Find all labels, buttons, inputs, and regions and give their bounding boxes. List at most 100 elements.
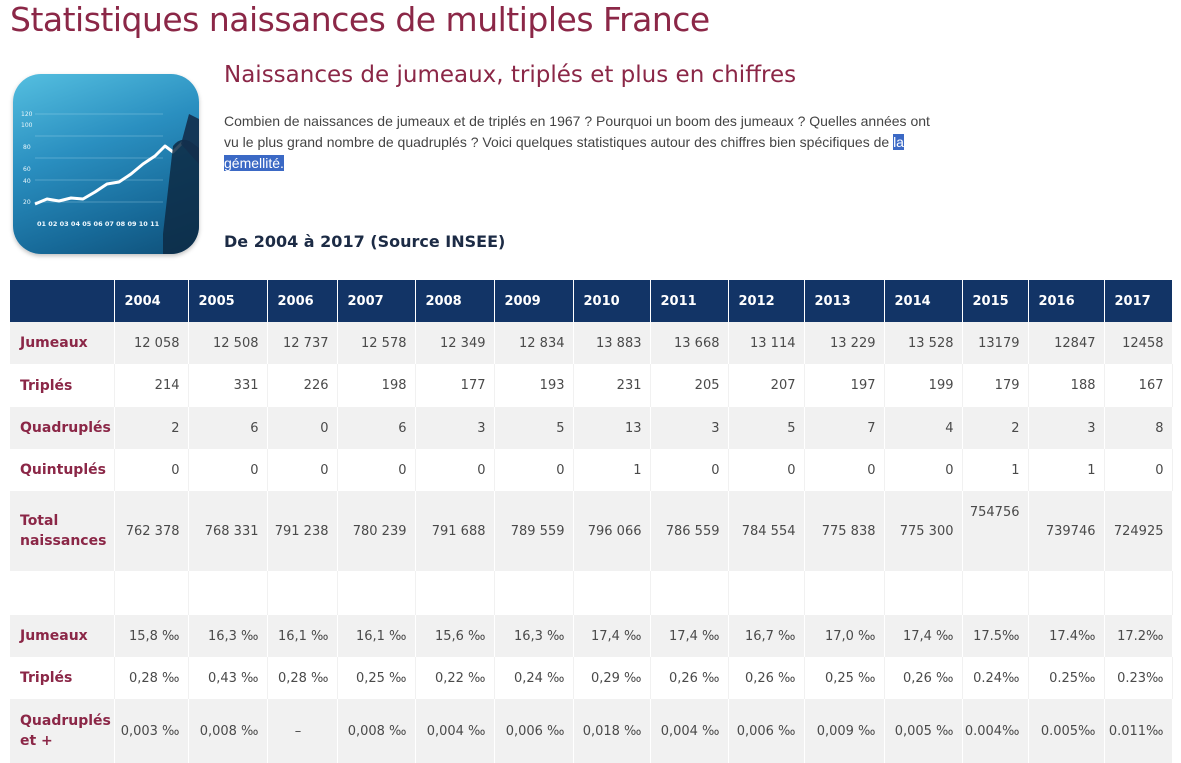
row-label: Jumeaux [10,615,115,657]
table-cell: 3 [415,407,495,449]
table-cell: 1 [1028,449,1105,491]
table-cell: 6 [188,407,268,449]
table-cell: 199 [884,364,963,407]
table-cell: 0 [650,449,729,491]
row-label: Quintuplés [10,449,115,491]
table-cell: 0,005 ‰ [884,699,963,763]
table-cell: 0,006 ‰ [494,699,574,763]
table-cell: 796 066 [573,491,651,571]
table-cell: 0,004 ‰ [650,699,729,763]
table-cell: 775 838 [804,491,885,571]
table-cell: 13 528 [884,322,963,364]
year-header: 2014 [884,280,963,322]
table-cell: 15,8 ‰ [114,615,189,657]
table-row: Jumeaux 12 058 12 508 12 737 12 578 12 3… [10,322,1173,364]
table-cell: 16,1 ‰ [267,615,338,657]
table-cell: 0,26 ‰ [884,657,963,699]
table-cell: 0,22 ‰ [415,657,495,699]
table-cell: 739746 [1028,491,1105,571]
table-cell: 13 229 [804,322,885,364]
table-cell: 12 058 [114,322,189,364]
table-cell: 0,24 ‰ [494,657,574,699]
table-cell: 214 [114,364,189,407]
table-cell: 789 559 [494,491,574,571]
table-cell: 0.24‰ [962,657,1029,699]
table-cell: 0 [884,449,963,491]
table-cell: 0,009 ‰ [804,699,885,763]
table-cell: 0,004 ‰ [415,699,495,763]
table-cell: 15,6 ‰ [415,615,495,657]
table-cell: 0,43 ‰ [188,657,268,699]
table-cell: 17,4 ‰ [884,615,963,657]
x-tick-labels: 01 02 03 04 05 06 07 08 09 10 11 [37,220,160,228]
header-empty-cell [10,280,115,322]
table-cell: 0 [804,449,885,491]
table-cell: 0 [188,449,268,491]
table-cell: 2 [962,407,1029,449]
table-heading: De 2004 à 2017 (Source INSEE) [224,232,506,251]
table-cell: 13 114 [728,322,805,364]
row-label: Quadruplés [10,407,115,449]
row-label: Triplés [10,364,115,407]
table-cell: 0,25 ‰ [337,657,416,699]
table-cell: 207 [728,364,805,407]
table-cell: 791 688 [415,491,495,571]
table-cell: 3 [650,407,729,449]
table-cell: 198 [337,364,416,407]
table-row: Triplés 214 331 226 198 177 193 231 205 … [10,364,1173,407]
table-cell: 0,008 ‰ [188,699,268,763]
table-cell: 226 [267,364,338,407]
table-cell: 768 331 [188,491,268,571]
table-cell: 0 [1104,449,1173,491]
row-label: Triplés [10,657,115,699]
table-cell: 0 [728,449,805,491]
page-title: Statistiques naissances de multiples Fra… [10,0,710,39]
table-row: Jumeaux 15,8 ‰ 16,3 ‰ 16,1 ‰ 16,1 ‰ 15,6… [10,615,1173,657]
table-cell: 0.005‰ [1028,699,1105,763]
y-tick-label: 40 [23,178,31,185]
table-cell: 16,3 ‰ [188,615,268,657]
table-cell: 0.011‰ [1104,699,1173,763]
table-cell: 0,003 ‰ [114,699,189,763]
year-header: 2011 [650,280,729,322]
table-header-row: 2004 2005 2006 2007 2008 2009 2010 2011 … [10,280,1172,322]
spacer-row [10,571,1173,615]
table-cell: 205 [650,364,729,407]
intro-paragraph: Combien de naissances de jumeaux et de t… [224,111,946,174]
table-cell: 8 [1104,407,1173,449]
year-header: 2007 [337,280,416,322]
table-cell: 0,28 ‰ [114,657,189,699]
table-cell: 16,3 ‰ [494,615,574,657]
table-cell: 197 [804,364,885,407]
table-cell: 12 349 [415,322,495,364]
table-cell: 3 [1028,407,1105,449]
table-cell: 193 [494,364,574,407]
table-cell: 0,28 ‰ [267,657,338,699]
table-cell: 0 [337,449,416,491]
y-tick-label: 60 [23,166,31,173]
table-cell: 780 239 [337,491,416,571]
table-cell: 16,7 ‰ [728,615,805,657]
year-header: 2006 [267,280,338,322]
year-header: 2008 [415,280,495,322]
table-cell: 188 [1028,364,1105,407]
y-tick-label: 100 [21,122,33,129]
row-label: Jumeaux [10,322,115,364]
table-cell: 12 834 [494,322,574,364]
table-cell: 0,006 ‰ [728,699,805,763]
table-cell: 0 [267,407,338,449]
year-header: 2004 [114,280,189,322]
intro-text: Combien de naissances de jumeaux et de t… [224,113,930,150]
statistics-chart-image: 120 100 80 60 40 20 01 02 03 04 05 06 07… [13,74,199,254]
table-cell: 724925 [1104,491,1173,571]
table-cell: 12 578 [337,322,416,364]
table-cell: 231 [573,364,651,407]
table-row: Quintuplés 0 0 0 0 0 0 1 0 0 0 0 1 1 0 [10,449,1173,491]
table-cell: 0 [415,449,495,491]
table-cell: 0,018 ‰ [573,699,651,763]
year-header: 2009 [494,280,574,322]
table-cell: 12847 [1028,322,1105,364]
table-cell: 784 554 [728,491,805,571]
table-cell: 775 300 [884,491,963,571]
table-cell: 0,29 ‰ [573,657,651,699]
